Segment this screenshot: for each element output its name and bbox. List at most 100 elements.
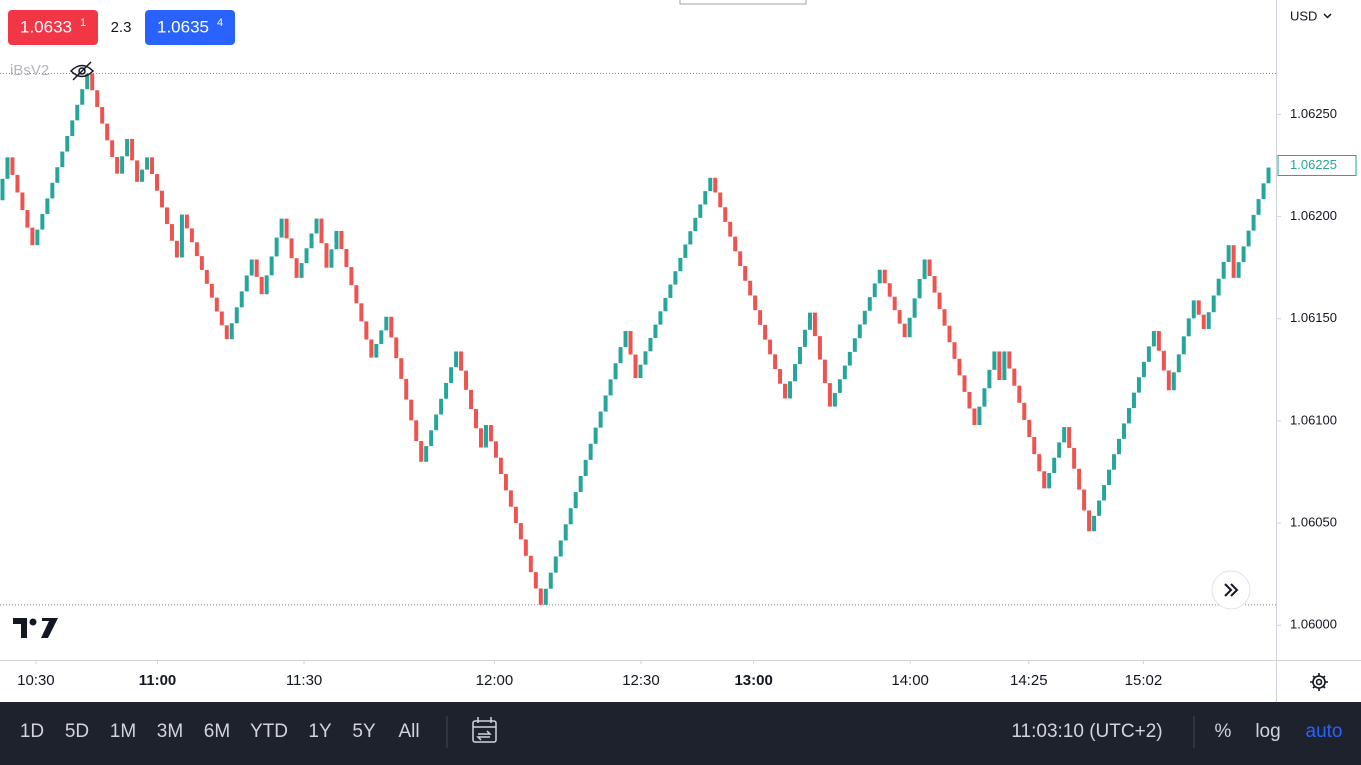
brick xyxy=(379,330,384,344)
range-button[interactable]: 3M xyxy=(157,721,183,742)
brick xyxy=(638,364,643,379)
percent-toggle[interactable]: % xyxy=(1215,721,1232,742)
brick xyxy=(349,267,354,286)
brick xyxy=(533,572,538,589)
logo xyxy=(13,618,58,638)
brick xyxy=(1231,245,1236,278)
brick xyxy=(1062,427,1067,443)
brick xyxy=(1191,300,1196,319)
y-tick-label: 1.06100 xyxy=(1290,412,1337,427)
brick xyxy=(997,351,1002,381)
brick xyxy=(942,309,947,326)
range-button[interactable]: 1Y xyxy=(308,721,332,742)
range-button[interactable]: 1D xyxy=(20,721,44,742)
brick xyxy=(20,192,25,211)
brick xyxy=(459,351,464,371)
brick xyxy=(1107,469,1112,486)
buy-button[interactable] xyxy=(145,10,235,45)
brick xyxy=(1032,437,1037,455)
brick xyxy=(399,358,404,379)
brick xyxy=(1186,318,1191,337)
brick xyxy=(1201,314,1206,329)
brick xyxy=(857,324,862,339)
brick xyxy=(538,588,543,605)
brick xyxy=(718,192,723,208)
brick xyxy=(628,331,633,355)
brick xyxy=(478,428,483,448)
range-button[interactable]: 6M xyxy=(204,721,230,742)
brick xyxy=(523,539,528,556)
brick xyxy=(593,427,598,444)
auto-toggle[interactable]: auto xyxy=(1306,721,1343,742)
brick xyxy=(683,244,688,258)
brick xyxy=(917,278,922,299)
sell-price-small: 1 xyxy=(80,17,86,29)
brick xyxy=(783,383,788,399)
brick xyxy=(45,198,50,214)
brick xyxy=(603,395,608,412)
buy-price: 1.0635 xyxy=(157,17,209,36)
brick xyxy=(1092,515,1097,532)
brick xyxy=(314,218,319,234)
brick xyxy=(952,342,957,359)
brick xyxy=(763,324,768,340)
brick xyxy=(907,317,912,338)
brick xyxy=(957,358,962,376)
brick xyxy=(733,236,738,252)
brick xyxy=(1146,346,1151,362)
hide-icon[interactable] xyxy=(69,61,95,81)
range-button[interactable]: 5Y xyxy=(352,721,376,742)
brick xyxy=(528,555,533,573)
brick xyxy=(797,346,802,365)
brick xyxy=(1256,199,1261,215)
brick xyxy=(229,323,234,340)
brick xyxy=(274,237,279,257)
range-button[interactable]: 1M xyxy=(110,721,136,742)
brick xyxy=(668,284,673,298)
currency[interactable]: USD xyxy=(1290,8,1317,23)
brick xyxy=(404,378,409,400)
brick xyxy=(902,323,907,338)
brick xyxy=(498,457,503,475)
date-range-icon[interactable] xyxy=(472,717,497,743)
brick xyxy=(55,167,60,183)
brick xyxy=(543,588,548,605)
brick xyxy=(807,312,812,330)
brick xyxy=(1126,408,1131,424)
brick xyxy=(508,490,513,507)
brick xyxy=(1077,468,1082,490)
brick xyxy=(1131,392,1136,409)
range-button[interactable]: All xyxy=(398,721,419,742)
brick xyxy=(50,182,55,199)
brick xyxy=(1166,370,1171,391)
brick xyxy=(40,213,45,230)
brick xyxy=(194,242,199,257)
log-toggle[interactable]: log xyxy=(1255,721,1280,742)
brick xyxy=(713,177,718,193)
settings-icon[interactable] xyxy=(1310,673,1328,691)
brick xyxy=(374,343,379,358)
brick xyxy=(663,297,668,312)
brick xyxy=(115,156,120,174)
brick xyxy=(1116,438,1121,455)
brick xyxy=(1017,385,1022,403)
brick xyxy=(419,441,424,462)
brick xyxy=(778,369,783,384)
brick xyxy=(768,339,773,355)
range-button[interactable]: YTD xyxy=(250,721,288,742)
brick xyxy=(429,430,434,447)
clock[interactable]: 11:03:10 (UTC+2) xyxy=(1011,721,1162,742)
range-button[interactable]: 5D xyxy=(65,721,89,742)
brick xyxy=(877,269,882,284)
brick xyxy=(304,248,309,264)
brick xyxy=(748,280,753,296)
brick xyxy=(708,177,713,192)
brick xyxy=(673,271,678,285)
brick xyxy=(364,321,369,340)
brick xyxy=(608,379,613,396)
top-handle[interactable] xyxy=(679,0,807,5)
sell-button[interactable] xyxy=(8,10,98,45)
brick xyxy=(1136,377,1141,393)
brick xyxy=(359,303,364,322)
brick xyxy=(852,338,857,352)
